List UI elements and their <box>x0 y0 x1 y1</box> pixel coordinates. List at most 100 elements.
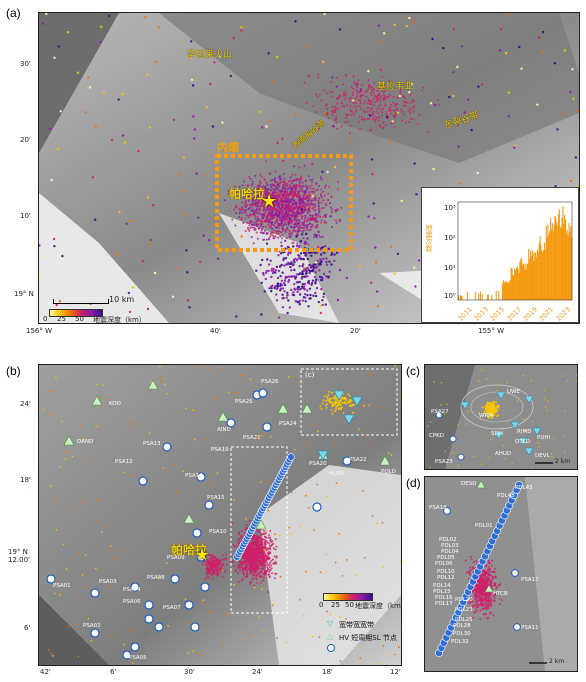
b-lon-6: 6' <box>110 668 117 676</box>
station-label: DAND <box>77 439 93 445</box>
panel-a-seismicity <box>39 13 579 319</box>
histogram-bar <box>546 237 548 300</box>
station-label: WRM <box>479 413 493 419</box>
station-label: PSA11 <box>521 625 539 631</box>
cbar-tick-0: 0 <box>43 315 48 323</box>
psa-station <box>457 453 465 461</box>
hv-station <box>301 403 313 414</box>
cbar-b-label: 地震深度（km） <box>355 602 401 610</box>
histogram-bar <box>517 269 519 300</box>
broadband-station <box>317 450 329 461</box>
psa-station <box>144 614 154 624</box>
station-label: PDL12 <box>437 575 455 581</box>
psa-station <box>342 456 352 466</box>
broadband-station <box>333 390 345 401</box>
histogram-inset: 地震次数 10³ 10² 10¹ 10⁰ 2011 2013 2015 2017 201… <box>421 187 579 323</box>
broadband-station <box>518 437 528 446</box>
label-c-box: (c) <box>305 371 315 379</box>
histogram-bar <box>565 219 567 300</box>
station-label: PSA21 <box>243 435 261 441</box>
histogram-bar <box>566 229 568 300</box>
histogram-bar <box>491 295 493 300</box>
depth-colorbar <box>49 309 103 317</box>
b-lat-6: 6' <box>24 624 31 632</box>
cbar-b-tick-25: 25 <box>331 601 340 609</box>
station-label: PSA03 <box>99 579 117 585</box>
node-marker <box>287 453 295 461</box>
histogram-bar <box>534 252 536 300</box>
station-label: PSA12 <box>115 459 133 465</box>
station-label: PSA02 <box>83 623 101 629</box>
station-label: PDL05 <box>437 555 455 561</box>
psa-station <box>204 500 214 510</box>
broadband-station <box>351 396 363 407</box>
station-label: PSA17 <box>521 577 539 583</box>
histogram-bar <box>569 231 571 300</box>
hv-station <box>183 513 195 524</box>
station-label: AIND <box>217 427 231 433</box>
station-label: DESD <box>461 481 476 487</box>
scale-label-d: 2 km <box>549 658 565 665</box>
inset-c-box <box>300 368 398 436</box>
panel-d-relief: DESDPSA18PDL43PDL48PDL01PDL02PDL03PDL04P… <box>425 477 577 671</box>
station-label: PSA10 <box>209 529 227 535</box>
histogram-bar <box>567 235 569 300</box>
histogram-bar <box>458 295 460 300</box>
histogram-bar <box>554 215 556 300</box>
star-icon-b: ★ <box>195 545 210 564</box>
histogram-bar <box>549 231 551 300</box>
histogram-bar <box>460 296 462 300</box>
panel-c-label: (c) <box>406 364 420 378</box>
psa-station <box>138 476 148 486</box>
histogram-bar <box>531 250 533 300</box>
histogram-bar <box>478 293 480 300</box>
station-label: PSA23 <box>435 459 453 465</box>
psa-station <box>162 442 172 452</box>
panel-a-label: (a) <box>6 6 21 20</box>
b-lon-24: 24' <box>252 668 263 676</box>
panel-c-stations: UWE PSA27 WRM SDH RIMD OTLD CPKD AHUD PUHI DEVL PS… <box>429 389 550 465</box>
b-lat-18: 18' <box>20 476 31 484</box>
histogram-bar <box>544 249 546 300</box>
histogram-bar <box>474 291 476 300</box>
histogram-bar <box>536 257 538 300</box>
histogram-bar <box>529 250 531 300</box>
station-label: PDL23 <box>455 607 473 613</box>
histogram-bar <box>550 217 552 300</box>
cbar-label: 地震深度（km） <box>93 316 146 324</box>
psa-station <box>196 472 206 482</box>
station-label: KOD <box>109 401 121 407</box>
station-label: HLPD <box>329 471 344 477</box>
histogram-bar <box>543 250 545 300</box>
station-label: RIMD <box>517 429 531 435</box>
histogram-bar <box>541 250 543 300</box>
psa-station <box>184 600 194 610</box>
histogram-bar <box>528 248 530 300</box>
station-label: PSA19 <box>211 447 229 453</box>
station-label: HTCB <box>493 591 508 597</box>
histogram-bar <box>524 263 526 300</box>
psa-station <box>130 582 140 592</box>
station-label: PDL02 <box>439 537 457 543</box>
hv-station <box>379 455 391 466</box>
cbar-tick-25: 25 <box>57 315 66 323</box>
histogram-bar <box>459 295 461 300</box>
histogram-bar <box>511 268 513 300</box>
histogram-bar <box>520 259 522 300</box>
panel-d-map: DESD PSA18 PDL43 PDL48 PDL01 PDL02 PDL03 PDL04 P… <box>424 476 578 672</box>
panel-d-label: (d) <box>406 476 421 490</box>
a-lat-10: 10' <box>20 212 31 220</box>
broadband-station <box>532 427 542 436</box>
histogram-bar <box>558 214 560 300</box>
histogram-bar <box>555 217 557 300</box>
histogram-bar <box>553 224 555 300</box>
histogram-axes <box>457 201 573 301</box>
a-lon-40: 40' <box>210 327 221 335</box>
station-label: PDL15 <box>433 589 451 595</box>
histogram-bar <box>479 291 481 300</box>
station-label: PDL06 <box>435 561 453 567</box>
b-lon-18: 18' <box>322 668 333 676</box>
station-label: UWE <box>507 389 520 395</box>
a-lat-30: 30' <box>20 60 31 68</box>
b-lat-24: 24' <box>20 400 31 408</box>
